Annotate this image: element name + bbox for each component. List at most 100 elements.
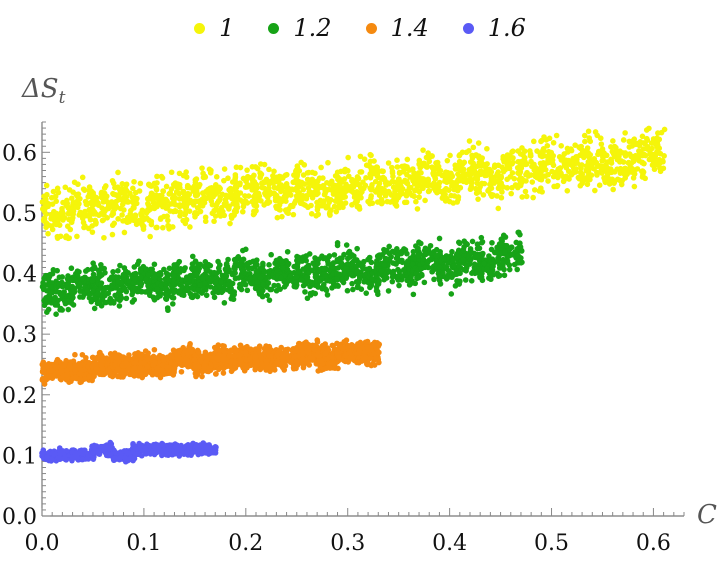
scatter-point xyxy=(155,354,161,361)
scatter-point xyxy=(223,273,230,279)
scatter-point xyxy=(365,256,371,263)
scatter-point xyxy=(53,221,59,228)
scatter-point xyxy=(519,158,526,164)
scatter-point xyxy=(620,137,627,143)
scatter-point xyxy=(251,172,257,179)
scatter-point xyxy=(334,169,341,176)
scatter-point xyxy=(305,262,312,269)
scatter-point xyxy=(390,173,396,180)
scatter-point xyxy=(419,272,425,279)
scatter-point xyxy=(162,286,168,292)
scatter-point xyxy=(215,356,222,363)
scatter-point xyxy=(508,160,514,167)
scatter-point xyxy=(270,173,276,179)
scatter-point xyxy=(467,246,474,252)
scatter-point xyxy=(182,195,188,201)
scatter-point xyxy=(624,171,630,177)
scatter-point xyxy=(64,282,71,288)
scatter-point xyxy=(126,278,132,284)
scatter-point xyxy=(77,362,83,368)
scatter-point xyxy=(187,224,193,230)
scatter-point xyxy=(103,195,109,201)
scatter-point xyxy=(418,160,425,167)
scatter-point xyxy=(376,278,382,285)
scatter-point xyxy=(518,165,525,171)
scatter-point xyxy=(115,366,121,372)
scatter-point xyxy=(504,185,511,191)
scatter-point xyxy=(238,282,244,289)
scatter-point xyxy=(116,303,123,309)
scatter-point xyxy=(189,199,196,205)
scatter-point xyxy=(109,373,116,380)
scatter-point xyxy=(426,158,433,165)
scatter-point xyxy=(140,359,147,366)
scatter-point xyxy=(74,233,80,240)
scatter-point xyxy=(502,249,508,255)
scatter-point xyxy=(237,164,244,171)
scatter-point xyxy=(519,194,525,200)
scatter-point xyxy=(548,149,555,156)
scatter-point xyxy=(413,198,419,205)
scatter-point xyxy=(283,171,290,178)
scatter-point xyxy=(617,165,624,172)
scatter-point xyxy=(523,178,529,184)
scatter-point xyxy=(103,183,109,189)
scatter-point xyxy=(154,285,161,292)
scatter-point xyxy=(448,192,454,199)
scatter-point xyxy=(44,287,50,294)
scatter-point xyxy=(394,157,400,164)
scatter-point xyxy=(273,192,279,199)
scatter-point xyxy=(213,174,220,180)
scatter-point xyxy=(462,277,469,283)
scatter-point xyxy=(237,342,244,349)
scatter-point xyxy=(529,179,536,185)
scatter-point xyxy=(112,192,119,198)
legend-label: 1.4 xyxy=(390,14,429,42)
scatter-point xyxy=(490,263,496,270)
scatter-point xyxy=(627,161,633,168)
scatter-point xyxy=(55,189,62,196)
scatter-point xyxy=(401,199,408,206)
scatter-point xyxy=(92,295,99,301)
scatter-point xyxy=(73,191,79,198)
scatter-point xyxy=(587,138,594,145)
scatter-point xyxy=(382,192,389,199)
scatter-point xyxy=(234,201,240,208)
scatter-point xyxy=(563,164,570,171)
scatter-point xyxy=(73,277,79,284)
scatter-point xyxy=(399,273,405,279)
scatter-point xyxy=(532,173,539,180)
scatter-point xyxy=(157,216,164,222)
scatter-point xyxy=(475,140,482,146)
scatter-point xyxy=(195,363,202,369)
scatter-point xyxy=(84,287,91,294)
scatter-point xyxy=(369,276,376,282)
scatter-point xyxy=(585,169,592,176)
scatter-point xyxy=(523,193,530,200)
scatter-point xyxy=(147,233,153,240)
scatter-point xyxy=(440,193,447,200)
scatter-point xyxy=(204,356,211,362)
scatter-point xyxy=(57,305,64,312)
scatter-point xyxy=(80,212,87,219)
scatter-point xyxy=(468,178,475,185)
scatter-point xyxy=(300,172,307,178)
scatter-point xyxy=(266,181,272,188)
scatter-point xyxy=(266,262,272,268)
scatter-point xyxy=(430,172,437,178)
scatter-point xyxy=(151,274,158,281)
scatter-point xyxy=(98,281,104,287)
y-tick-label: 0.2 xyxy=(2,384,37,409)
scatter-point xyxy=(131,264,138,270)
legend-label: 1.6 xyxy=(487,14,526,42)
scatter-point xyxy=(466,138,473,144)
scatter-point xyxy=(265,279,271,286)
scatter-point xyxy=(131,217,138,223)
scatter-point xyxy=(354,245,360,252)
scatter-point xyxy=(446,187,452,193)
scatter-point xyxy=(284,248,291,255)
scatter-point xyxy=(538,166,545,172)
scatter-point xyxy=(376,180,383,187)
scatter-point xyxy=(315,185,321,192)
